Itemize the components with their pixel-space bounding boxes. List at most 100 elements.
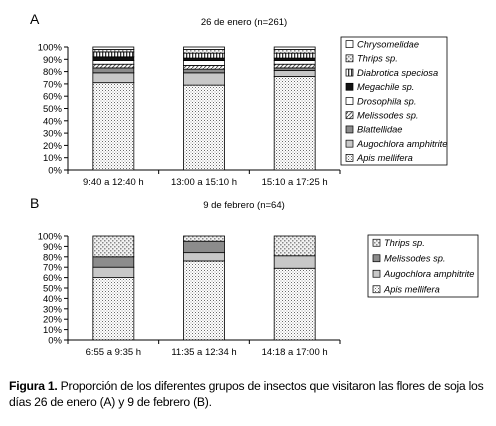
bar-segment-drosophila-sp	[273, 60, 316, 65]
legend-swatch-melissodes-sp	[345, 111, 354, 120]
bar-segment-drosophila-sp	[183, 60, 225, 66]
bar-segment-drosophila-sp	[92, 60, 135, 65]
legend-swatch-thrips-sp	[372, 238, 381, 247]
legend-label-augochlora-amphitrite: Augochlora amphitrite	[356, 139, 447, 149]
legend-label-melissodes-sp: Melissodes sp.	[384, 254, 446, 264]
bar-segment-chrysomelidae	[92, 46, 135, 50]
y-tick-label: 40%	[43, 116, 63, 127]
bar-segment-diabrotica-speciosa	[183, 52, 225, 59]
bar-segment-melissodes-sp	[92, 63, 135, 69]
y-tick-label: 80%	[43, 67, 63, 78]
bar-segment-melissodes-sp	[183, 240, 225, 254]
y-tick-label: 100%	[38, 232, 63, 243]
panel-b-axes: 0%10%20%30%40%50%60%70%80%90%100% 6:55 a …	[38, 232, 341, 358]
bar-segment-thrips-sp	[273, 235, 316, 257]
bar-segment-apis-mellifera	[92, 82, 135, 171]
legend-label-blattellidae: Blattellidae	[357, 125, 402, 135]
y-tick-label: 0%	[48, 336, 62, 347]
bar-segment-melissodes-sp	[183, 65, 225, 70]
legend-label-thrips-sp: Thrips sp.	[384, 238, 425, 248]
x-tick-label: 6:55 a 9:35 h	[86, 347, 141, 358]
legend-swatch-augochlora-amphitrite	[372, 269, 381, 278]
bar-segment-thrips-sp	[183, 49, 225, 54]
y-tick-label: 70%	[43, 263, 63, 274]
legend-swatch-apis-mellifera	[372, 285, 381, 294]
caption-label: Figura 1.	[9, 379, 58, 393]
bar-segment-thrips-sp	[273, 49, 316, 54]
bar-segment-thrips-sp	[183, 235, 225, 242]
bar-segment-melissodes-sp	[273, 63, 316, 69]
panel-b-legend: Thrips sp. Melissodes sp. Augochlora amphi…	[367, 234, 479, 298]
legend-label-chrysomelidae: Chrysomelidae	[357, 39, 419, 49]
bar-segment-blattellidae	[92, 67, 135, 74]
legend-box	[367, 234, 479, 298]
bar-segment-augochlora-amphitrite	[183, 252, 225, 262]
panel-a: A 26 de enero (n=261) 0% 10%20%30% 40%50%6…	[30, 11, 447, 188]
x-tick-label: 11:35 a 12:34 h	[171, 347, 236, 358]
y-tick-label: 70%	[43, 79, 63, 90]
bar-segment-augochlora-amphitrite	[273, 255, 316, 269]
legend-label-drosophila-sp: Drosophila sp.	[357, 96, 416, 106]
figure-caption: Figura 1. Proporción de los diferentes g…	[9, 378, 489, 410]
bar-segment-chrysomelidae	[273, 46, 316, 50]
legend-swatch-diabrotica-speciosa	[345, 68, 354, 77]
x-tick-label: 13:00 a 15:10 h	[171, 177, 237, 188]
y-tick-label: 60%	[43, 92, 63, 103]
bar-segment-apis-mellifera	[273, 267, 316, 341]
bar-segment-blattellidae	[183, 68, 225, 74]
bar-segment-diabrotica-speciosa	[92, 51, 135, 58]
caption-text: Proporción de los diferentes grupos de i…	[9, 379, 484, 409]
legend-label-melissodes-sp: Melissodes sp.	[357, 111, 419, 121]
panel-b-bars	[92, 235, 316, 341]
panel-a-axes: 0% 10%20%30% 40%50%60% 70%80%90%100% 9:40 a …	[38, 43, 341, 188]
bar-segment-augochlora-amphitrite	[273, 69, 316, 77]
bar-segment-megachile-sp	[92, 56, 135, 61]
bar-segment-apis-mellifera	[273, 76, 316, 171]
legend-swatch-thrips-sp	[345, 54, 354, 63]
bar-segment-chrysomelidae	[183, 46, 225, 50]
legend-swatch-melissodes-sp	[372, 254, 381, 263]
bar-segment-apis-mellifera	[183, 260, 225, 341]
y-tick-label: 90%	[43, 242, 63, 253]
y-tick-label: 80%	[43, 252, 63, 263]
y-tick-label: 20%	[43, 141, 63, 152]
y-tick-label: 40%	[43, 294, 63, 305]
legend-swatch-apis-mellifera	[345, 154, 354, 162]
y-tick-label: 50%	[43, 104, 63, 115]
bar-segment-apis-mellifera	[183, 84, 225, 171]
bar-segment-augochlora-amphitrite	[183, 72, 225, 86]
x-tick-label: 14:18 a 17:00 h	[262, 347, 328, 358]
panel-a-bars	[92, 46, 316, 171]
legend-label-apis-mellifera: Apis mellifera	[383, 285, 440, 295]
legend-label-thrips-sp: Thrips sp.	[357, 54, 398, 64]
legend-label-augochlora-amphitrite: Augochlora amphitrite	[383, 269, 474, 279]
legend-swatch-blattellidae	[345, 125, 354, 134]
panel-b-title: 9 de febrero (n=64)	[203, 200, 285, 211]
panel-b: B 9 de febrero (n=64) 0%10%20%30%40%50%6…	[30, 195, 479, 358]
panel-a-legend: Chrysomelidae Thrips sp. Diabrotica specio…	[340, 36, 448, 166]
legend-label-megachile-sp: Megachile sp.	[357, 82, 414, 92]
legend-box	[340, 36, 448, 166]
legend-swatch-chrysomelidae	[345, 40, 354, 48]
y-tick-label: 30%	[43, 304, 63, 315]
bar-segment-augochlora-amphitrite	[92, 266, 135, 279]
bar-segment-augochlora-amphitrite	[92, 72, 135, 84]
panel-b-letter: B	[30, 195, 39, 211]
y-tick-label: 90%	[43, 55, 63, 66]
bar-segment-thrips-sp	[92, 235, 135, 258]
x-tick-label: 15:10 a 17:25 h	[262, 177, 328, 188]
y-tick-label: 10%	[43, 153, 63, 164]
y-tick-label: 30%	[43, 129, 63, 140]
y-tick-label: 0%	[48, 166, 62, 177]
legend-label-apis-mellifera: Apis mellifera	[356, 153, 413, 163]
y-tick-label: 100%	[38, 43, 63, 54]
bar-segment-diabrotica-speciosa	[273, 52, 316, 59]
bar-segment-apis-mellifera	[92, 277, 135, 341]
bar-segment-melissodes-sp	[92, 256, 135, 268]
y-tick-label: 20%	[43, 315, 63, 326]
y-tick-label: 50%	[43, 284, 63, 295]
legend-swatch-augochlora-amphitrite	[345, 139, 354, 148]
legend-swatch-drosophila-sp	[345, 97, 354, 105]
y-tick-label: 60%	[43, 273, 63, 284]
panel-a-title: 26 de enero (n=261)	[201, 17, 287, 28]
